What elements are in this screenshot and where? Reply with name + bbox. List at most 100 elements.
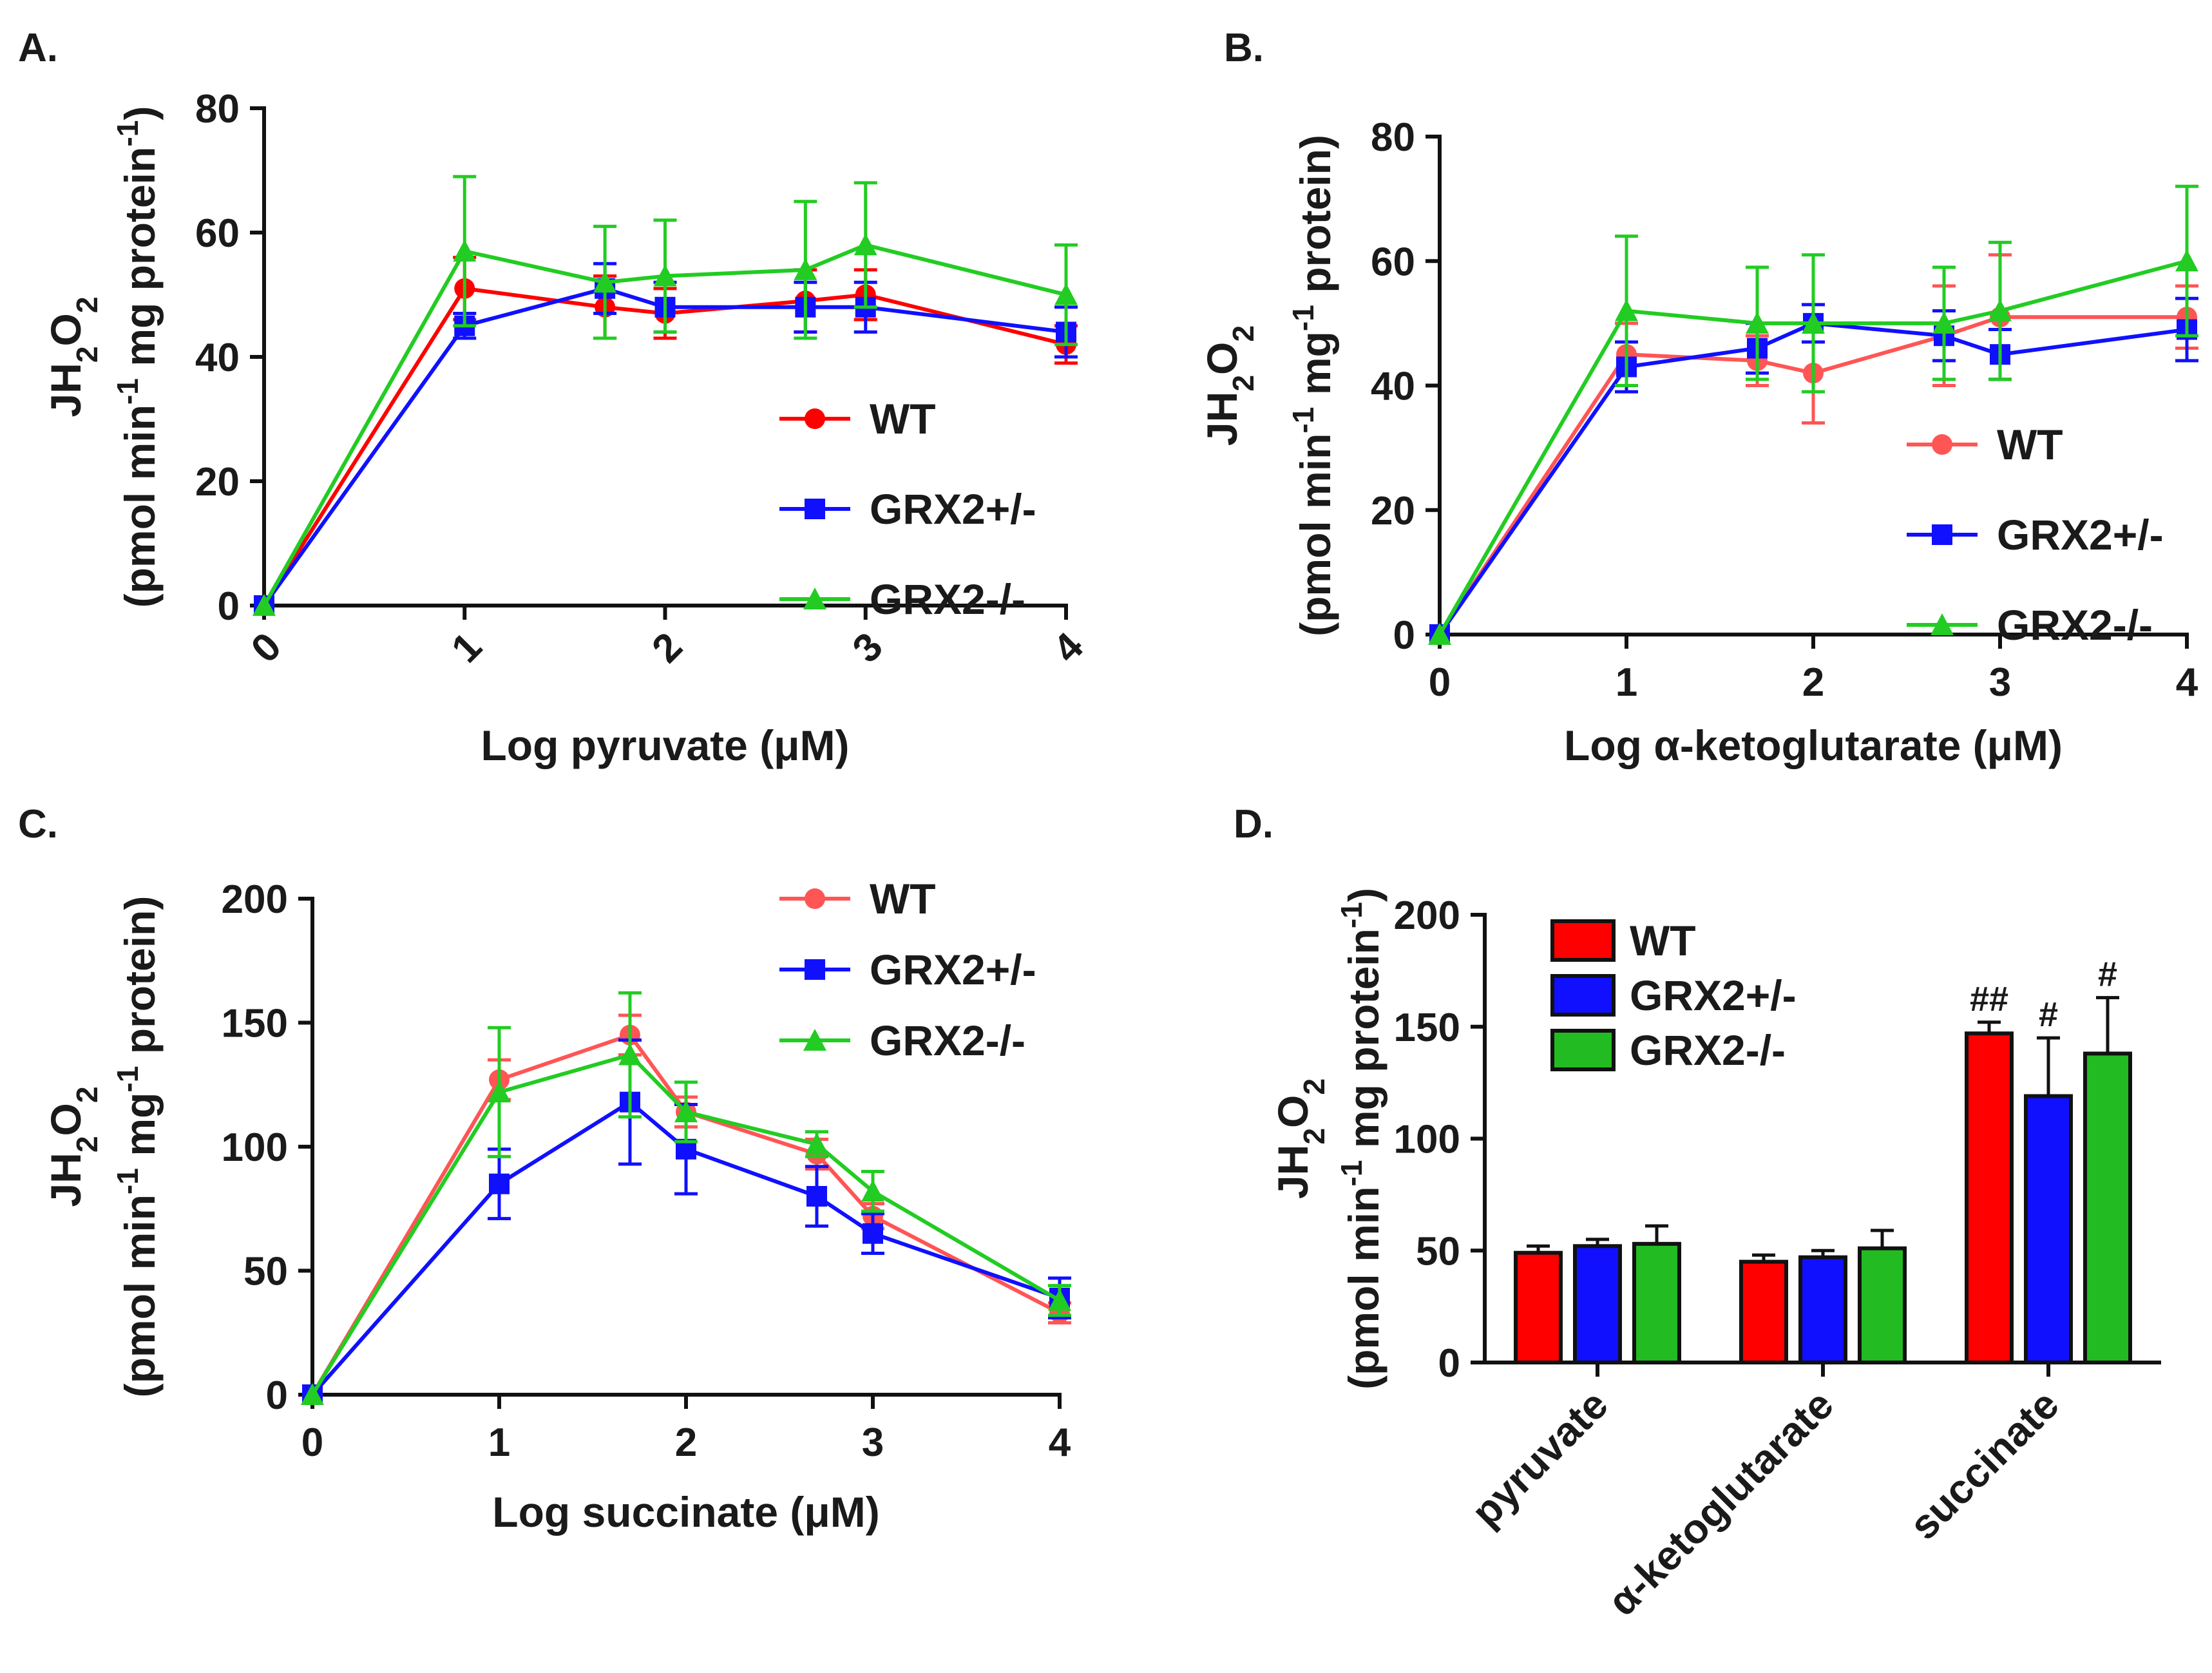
y-axis-title: JH2O2 [1269,1078,1331,1199]
y-axis-subtitle: (pmol min-1 mg protein-1) [111,106,164,608]
y-tick-label: 40 [1371,365,1415,409]
legend-marker [805,888,825,909]
y-axis-title: JH2O2 [42,296,104,417]
bar-wt [1739,1259,1788,1364]
series-grx2 [301,991,1071,1405]
data-point [853,233,877,256]
data-point [1932,311,1956,334]
significance-marker: # [2039,995,2058,1034]
legend-label: GRX2+/- [870,485,1036,533]
y-axis-title: JH2O2 [42,1086,104,1207]
y-tick-label: 0 [1438,1341,1460,1386]
legend-swatch [1550,919,1616,962]
x-axis-title: Log α-ketoglutarate (μM) [1564,722,2063,769]
x-tick-label: 1 [1616,660,1637,705]
legend-label: GRX2+/- [1630,971,1797,1019]
y-tick-label: 40 [195,336,240,380]
x-tick-label: 3 [1989,660,2011,705]
legend-label: WT [1997,421,2063,468]
data-point [1615,299,1638,321]
series-grx2 [1428,184,2198,645]
data-point [861,1180,884,1202]
x-category-label: α-ketoglutarate [1599,1381,1842,1625]
legend-marker [1932,524,1952,545]
y-tick-label: 200 [222,877,288,922]
y-tick-label: 150 [1394,1006,1460,1050]
data-point [1428,623,1451,645]
x-tick-label: 0 [1429,660,1451,705]
data-point [794,258,817,280]
data-point [863,1223,883,1244]
legend-label: WT [870,875,936,923]
legend-label: WT [1630,917,1696,964]
data-point [806,1186,827,1207]
bar-grx2 [2024,1094,2073,1364]
data-point [489,1173,510,1194]
x-tick-label: 1 [488,1420,510,1465]
data-point [653,264,677,287]
legend-label: GRX2-/- [1997,601,2153,649]
legend: WT GRX2+/- GRX2-/- [779,875,1036,1064]
bar-grx2 [1858,1246,1907,1365]
legend-label: GRX2+/- [870,946,1036,993]
data-point [253,594,276,616]
panel-label: B. [1224,26,1264,70]
y-tick-label: 20 [195,460,240,504]
data-point [1048,1288,1071,1311]
data-point [453,239,477,262]
x-tick-label: 2 [675,1420,697,1465]
y-tick-label: 200 [1394,894,1460,938]
data-point [301,1383,324,1405]
x-tick-label: 1 [443,624,490,671]
bar-grx2 [1573,1244,1622,1365]
legend-marker [1931,613,1954,635]
x-tick-label: 2 [1802,660,1824,705]
legend: WT GRX2+/- GRX2-/- [779,395,1036,623]
bar-wt [1514,1250,1563,1364]
bar-grx2 [1632,1241,1681,1364]
significance-marker: ## [1970,980,2008,1018]
legend-marker [805,499,825,519]
legend: WT GRX2+/- GRX2-/- [1907,421,2164,649]
y-tick-label: 60 [195,211,240,256]
data-point [674,1100,698,1123]
y-tick-label: 100 [222,1125,288,1170]
x-tick-label: 4 [2176,660,2198,705]
x-tick-label: 2 [644,624,691,671]
panel-c: C. 0 50 100 150 200 0 1 2 3 4 Log succinate (μM) JH2… [18,802,1071,1536]
x-category-label: pyruvate [1462,1381,1617,1536]
y-tick-label: 0 [218,584,240,629]
panel-b: B. 0 20 40 60 80 0 1 2 3 4 Log α-ketoglutarate (μM)… [1198,26,2198,769]
legend-label: GRX2-/- [870,1017,1025,1064]
legend-label: WT [870,395,936,443]
y-axis-title: JH2O2 [1198,325,1260,446]
bar-wt [1965,1031,2014,1365]
y-axis-subtitle: (pmol min-1 mg protein-1) [1335,888,1387,1390]
data-point [618,1043,642,1066]
data-point [2175,249,2198,272]
significance-marker: # [2098,955,2117,994]
x-tick-label: 3 [862,1420,884,1465]
y-tick-label: 80 [195,87,240,131]
series-wt [302,1013,1071,1405]
data-point [1746,311,1769,334]
legend-marker [803,1029,826,1051]
bar-grx2 [1798,1255,1847,1365]
legend-label: GRX2-/- [870,575,1025,623]
legend-marker [1932,434,1952,455]
data-point [488,1080,511,1103]
legend-marker [805,959,825,980]
data-point [1988,299,2012,321]
legend-marker [803,588,826,609]
bar-grx2 [2083,1051,2132,1364]
y-axis-subtitle: (pmol min-1 mg-1 protein) [111,896,164,1398]
y-tick-label: 50 [243,1250,288,1294]
y-tick-label: 20 [1371,489,1415,533]
panel-a: A. 0 20 40 60 80 0 1 2 3 4 Log pyruvate (μM) JH2O2(p… [18,26,1092,769]
panel-d: D. 0 50 100 150 200 JH2O2(pmol min-1 mg protei… [1234,802,2161,1625]
y-axis-subtitle: (pmol min-1 mg-1 protein) [1286,135,1339,636]
panel-label: C. [18,802,58,846]
legend-swatch [1550,1029,1616,1071]
y-tick-label: 60 [1371,240,1415,284]
y-tick-label: 50 [1416,1229,1460,1274]
